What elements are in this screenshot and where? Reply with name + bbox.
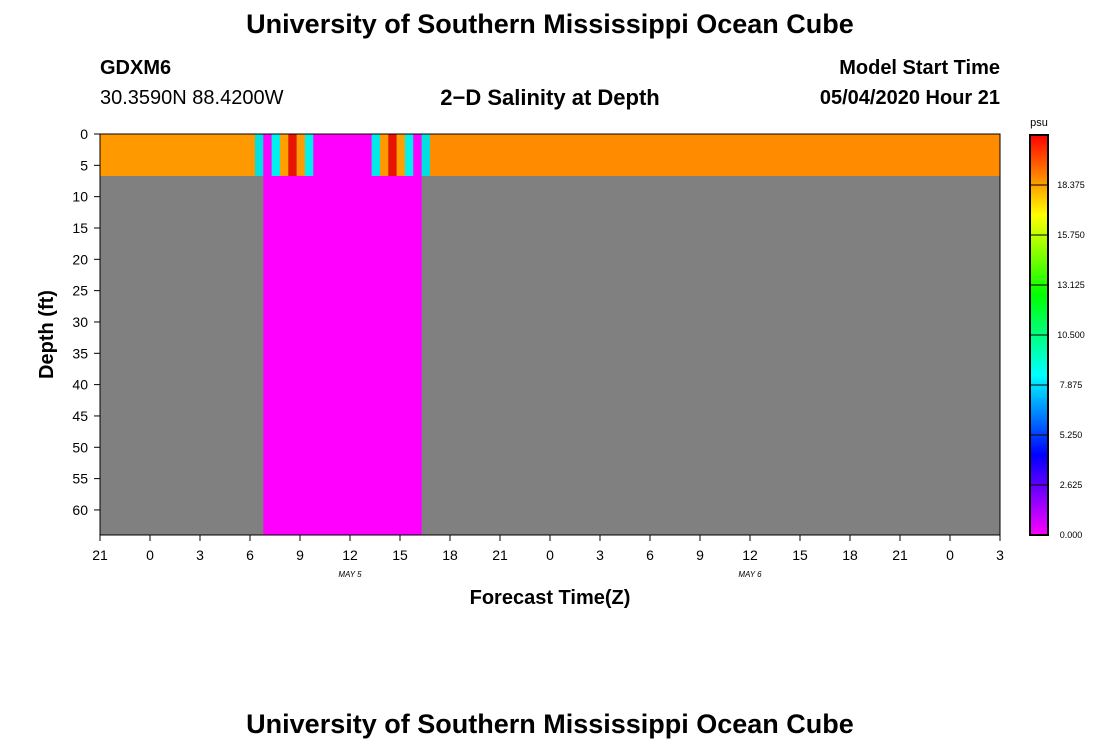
y-tick-label: 10	[72, 189, 88, 205]
x-tick-label: 3	[596, 547, 604, 563]
x-tick-label: 9	[696, 547, 704, 563]
salinity-cell	[100, 134, 255, 176]
y-tick-label: 20	[72, 251, 88, 267]
x-tick-label: 0	[146, 547, 154, 563]
colorbar-unit: psu	[1030, 117, 1048, 129]
station-coordinates: 30.3590N 88.4200W	[100, 87, 284, 109]
station-id: GDXM6	[100, 57, 172, 79]
x-tick-label: 12	[342, 547, 358, 563]
colorbar-tick-label: 10.500	[1057, 330, 1085, 340]
salinity-cell	[430, 134, 1000, 176]
y-tick-label: 25	[72, 283, 88, 299]
salinity-cell	[371, 134, 380, 176]
salinity-cell	[413, 134, 422, 176]
x-tick-label: 18	[442, 547, 458, 563]
y-tick-label: 45	[72, 408, 88, 424]
x-tick-label: 12	[742, 547, 758, 563]
x-tick-label: 18	[842, 547, 858, 563]
colorbar-tick-label: 7.875	[1060, 380, 1083, 390]
plot-title: 2−D Salinity at Depth	[440, 85, 660, 110]
y-tick-label: 60	[72, 502, 88, 518]
x-tick-label: 6	[246, 547, 254, 563]
colorbar-tick-label: 13.125	[1057, 280, 1085, 290]
date-label: MAY 5	[338, 570, 362, 579]
colorbar-tick-label: 18.375	[1057, 180, 1085, 190]
model-start-label: Model Start Time	[839, 57, 1000, 79]
salinity-cell	[280, 134, 289, 176]
x-tick-label: 9	[296, 547, 304, 563]
colorbar-tick-label: 15.750	[1057, 230, 1085, 240]
x-tick-label: 6	[646, 547, 654, 563]
salinity-cell	[405, 134, 414, 176]
salinity-cell	[421, 134, 430, 176]
salinity-cell	[305, 134, 314, 176]
y-axis-label: Depth (ft)	[36, 290, 58, 379]
y-tick-label: 30	[72, 314, 88, 330]
model-start-value: 05/04/2020 Hour 21	[819, 87, 1000, 109]
salinity-cell	[255, 134, 264, 176]
x-tick-label: 21	[492, 547, 508, 563]
salinity-cell	[380, 134, 389, 176]
x-axis-label: Forecast Time(Z)	[470, 587, 631, 609]
y-tick-label: 35	[72, 345, 88, 361]
x-tick-label: 21	[92, 547, 108, 563]
x-tick-label: 15	[392, 547, 408, 563]
salinity-cell	[296, 134, 305, 176]
y-tick-label: 15	[72, 220, 88, 236]
x-tick-label: 15	[792, 547, 808, 563]
salinity-cell	[396, 134, 405, 176]
plot-background	[100, 134, 1000, 535]
salinity-cell	[288, 134, 297, 176]
x-tick-label: 3	[996, 547, 1004, 563]
y-tick-label: 55	[72, 471, 88, 487]
salinity-cell	[263, 175, 422, 536]
x-tick-label: 3	[196, 547, 204, 563]
colorbar-tick-label: 2.625	[1060, 480, 1083, 490]
salinity-cell	[313, 134, 372, 176]
page-title: University of Southern Mississippi Ocean…	[246, 9, 854, 39]
salinity-cell	[388, 134, 397, 176]
x-tick-label: 0	[946, 547, 954, 563]
salinity-cell	[271, 134, 280, 176]
y-tick-label: 0	[80, 126, 88, 142]
x-tick-label: 21	[892, 547, 908, 563]
y-tick-label: 50	[72, 439, 88, 455]
colorbar-tick-label: 5.250	[1060, 430, 1083, 440]
x-tick-label: 0	[546, 547, 554, 563]
y-tick-label: 5	[80, 157, 88, 173]
page-title-footer: University of Southern Mississippi Ocean…	[246, 709, 854, 739]
y-tick-label: 40	[72, 377, 88, 393]
salinity-cell	[263, 134, 272, 176]
date-label: MAY 6	[738, 570, 762, 579]
colorbar-tick-label: 0.000	[1060, 530, 1083, 540]
